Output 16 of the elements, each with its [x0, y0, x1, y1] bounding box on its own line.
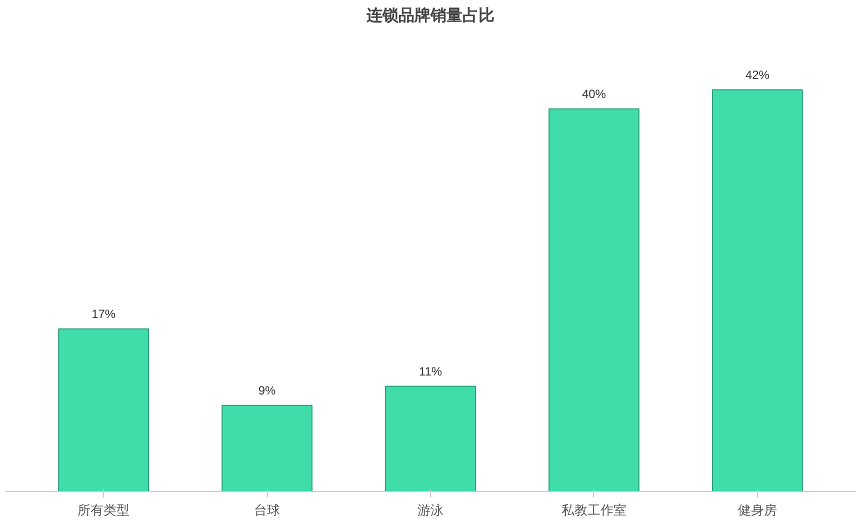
chart-title: 连锁品牌销量占比: [366, 6, 494, 24]
bar: [712, 89, 803, 492]
bar: [58, 328, 150, 492]
bar: [548, 108, 640, 492]
x-tick-label: 所有类型: [78, 502, 130, 518]
bar: [385, 386, 476, 492]
data-label: 17%: [92, 306, 116, 321]
bar: [222, 404, 312, 492]
x-tick-label: 游泳: [418, 502, 444, 518]
x-tick-label: 私教工作室: [561, 502, 626, 518]
data-label: 11%: [418, 364, 442, 378]
data-label: 40%: [582, 86, 606, 101]
data-label: 9%: [258, 383, 276, 398]
data-label: 42%: [745, 68, 770, 82]
x-tick-label: 健身房: [738, 502, 777, 518]
x-tick-label: 台球: [254, 502, 280, 518]
